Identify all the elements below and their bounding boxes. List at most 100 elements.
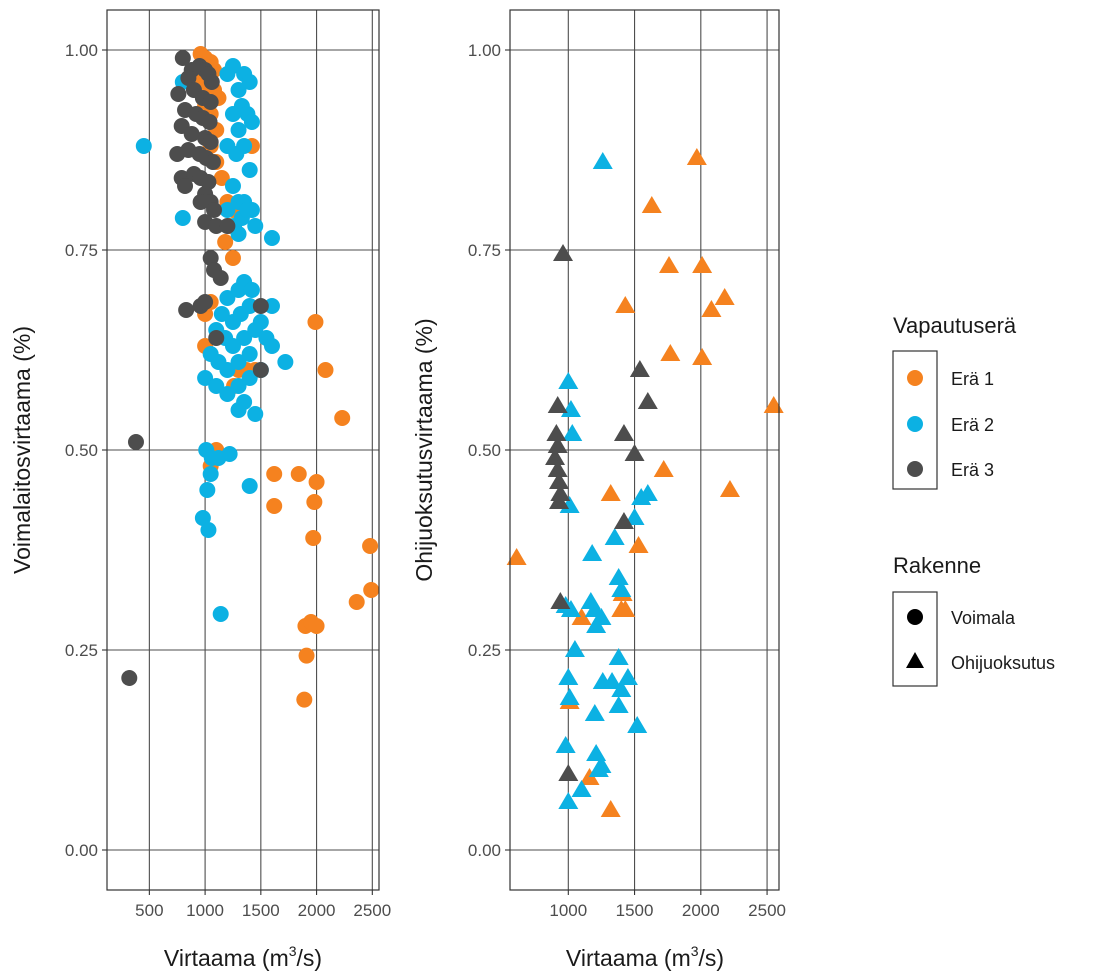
data-point-triangle [692, 348, 713, 365]
data-point-triangle [611, 680, 632, 697]
legend-vapautusera: Vapautuserä Erä 1 Erä 2 Erä 3 [892, 313, 1017, 490]
data-point-circle [197, 294, 214, 310]
legend-label-era-3: Erä 3 [951, 460, 994, 480]
data-point-triangle [637, 392, 658, 409]
data-point-triangle [586, 616, 607, 633]
data-point-circle [263, 230, 280, 246]
data-point-circle [252, 362, 269, 378]
y-tick-label: 0.25 [468, 641, 501, 660]
data-point-triangle [701, 300, 722, 317]
legend-shape-keys-box [892, 591, 938, 687]
legend-label-era-1: Erä 1 [951, 369, 994, 389]
data-point-circle [197, 370, 214, 386]
data-point-circle [213, 170, 230, 186]
y-tick-label: 0.00 [65, 841, 98, 860]
data-point-circle [239, 202, 256, 218]
legend-key-era-2 [907, 416, 923, 432]
data-point-circle [247, 218, 264, 234]
legend-rakenne: Rakenne Voimala Ohijuoksutus [892, 553, 1055, 687]
data-point-circle [236, 330, 253, 346]
data-point-circle [127, 434, 144, 450]
data-point-triangle [562, 424, 583, 441]
data-point-triangle [602, 672, 623, 689]
data-point-circle [241, 370, 258, 386]
data-point-circle [183, 126, 200, 142]
data-point-circle [206, 202, 223, 218]
data-point-circle [362, 538, 379, 554]
data-point-circle [230, 378, 247, 394]
legend-label-ohijuoksutus: Ohijuoksutus [951, 653, 1055, 673]
data-point-triangle [506, 548, 527, 565]
data-point-circle [201, 114, 218, 130]
data-point-triangle [608, 696, 629, 713]
data-point-circle [202, 94, 219, 110]
data-point-triangle [547, 460, 568, 477]
data-point-circle [243, 114, 260, 130]
data-point-circle [180, 70, 197, 86]
data-point-triangle [571, 780, 592, 797]
data-point-triangle [719, 480, 740, 497]
right-x-axis-title: Virtaama (m3/s) [566, 943, 724, 971]
data-point-triangle [608, 568, 629, 585]
data-point-circle [224, 250, 241, 266]
data-point-circle [219, 386, 236, 402]
data-point-triangle [637, 484, 658, 501]
data-point-circle [263, 298, 280, 314]
data-point-triangle [564, 640, 585, 657]
legend-key-era-3 [907, 461, 923, 477]
data-point-circle [217, 234, 234, 250]
left-y-axis-title: Voimalaitosvirtaama (%) [9, 326, 35, 574]
legend-shape-title: Rakenne [893, 553, 981, 578]
data-point-circle [247, 322, 264, 338]
data-point-circle [208, 218, 225, 234]
data-point-circle [194, 510, 211, 526]
x-tick-label: 1500 [616, 901, 654, 920]
data-point-circle [213, 306, 230, 322]
data-point-triangle [559, 688, 580, 705]
legend-label-era-2: Erä 2 [951, 415, 994, 435]
data-point-triangle [617, 668, 638, 685]
data-point-circle [317, 362, 334, 378]
y-tick-label: 0.75 [468, 241, 501, 260]
legend-item-ohijuoksutus: Ohijuoksutus [906, 652, 1055, 673]
data-point-triangle [558, 764, 579, 781]
y-tick-label: 0.75 [65, 241, 98, 260]
data-point-circle [305, 530, 322, 546]
right-points [506, 148, 784, 817]
data-point-triangle [545, 448, 566, 465]
right-x-tick-labels: 1000 1500 2000 2500 [549, 901, 786, 920]
data-point-triangle [714, 288, 735, 305]
y-tick-label: 0.50 [468, 441, 501, 460]
data-point-circle [241, 298, 258, 314]
data-point-triangle [615, 600, 636, 617]
data-point-circle [308, 474, 325, 490]
left-x-axis-title: Virtaama (m3/s) [164, 943, 322, 971]
data-point-circle [202, 134, 219, 150]
data-point-triangle [692, 256, 713, 273]
data-point-circle [241, 162, 258, 178]
right-y-tick-labels: 0.00 0.25 0.50 0.75 1.00 [468, 41, 501, 860]
circle-icon [907, 609, 923, 625]
data-point-circle [203, 74, 220, 90]
data-point-triangle [659, 256, 680, 273]
data-point-triangle [600, 800, 621, 817]
data-point-circle [224, 58, 241, 74]
data-point-circle [208, 378, 225, 394]
data-point-triangle [660, 344, 681, 361]
x-tick-label: 1000 [549, 901, 587, 920]
data-point-circle [243, 282, 260, 298]
data-point-triangle [550, 484, 571, 501]
data-point-circle [230, 122, 247, 138]
data-point-triangle [558, 372, 579, 389]
data-point-circle [252, 298, 269, 314]
left-x-tick-labels: 500 1000 1500 2000 2500 [135, 901, 391, 920]
legend-label-voimala: Voimala [951, 608, 1016, 628]
legend-item-era-3: Erä 3 [907, 460, 994, 480]
data-point-circle [204, 154, 221, 170]
data-point-circle [230, 354, 247, 370]
panel-right-ohijuoksutus: 0.00 0.25 0.50 0.75 1.00 1000 1500 2000 2500 Vi… [411, 9, 786, 971]
data-point-circle [266, 466, 283, 482]
legend-item-era-1: Erä 1 [907, 369, 994, 389]
x-tick-label: 500 [135, 901, 163, 920]
